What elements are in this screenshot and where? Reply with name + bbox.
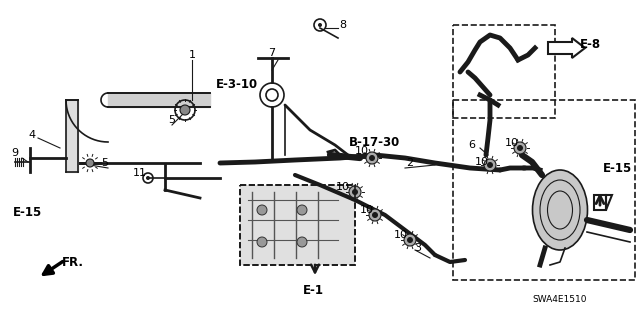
Circle shape xyxy=(407,237,413,243)
Polygon shape xyxy=(548,38,585,58)
Text: 4: 4 xyxy=(28,130,36,140)
Bar xyxy=(453,100,635,280)
Text: FR.: FR. xyxy=(62,256,84,270)
Circle shape xyxy=(257,205,267,215)
Ellipse shape xyxy=(532,170,588,250)
Text: 6: 6 xyxy=(468,140,476,150)
Text: 10: 10 xyxy=(505,138,519,148)
Circle shape xyxy=(297,205,307,215)
Text: 5: 5 xyxy=(168,115,175,125)
Text: 10: 10 xyxy=(360,205,374,215)
Text: 8: 8 xyxy=(339,20,347,30)
Bar xyxy=(240,185,355,265)
Text: E-8: E-8 xyxy=(579,39,600,51)
Text: 2: 2 xyxy=(406,158,413,168)
Circle shape xyxy=(487,162,493,168)
Text: 7: 7 xyxy=(268,48,276,58)
Text: 10: 10 xyxy=(475,157,489,167)
Circle shape xyxy=(514,142,526,154)
Text: E-15: E-15 xyxy=(13,205,43,219)
Circle shape xyxy=(146,176,150,180)
Text: SWA4E1510: SWA4E1510 xyxy=(532,295,588,305)
Circle shape xyxy=(180,105,190,115)
Bar xyxy=(453,25,555,118)
Polygon shape xyxy=(594,195,612,210)
Text: E-1: E-1 xyxy=(303,284,323,296)
Circle shape xyxy=(517,145,523,151)
Circle shape xyxy=(372,212,378,218)
Bar xyxy=(240,185,355,265)
Text: E-3-10: E-3-10 xyxy=(216,78,258,92)
Text: 9: 9 xyxy=(12,148,19,158)
Circle shape xyxy=(318,23,322,27)
Text: 10: 10 xyxy=(394,230,408,240)
Text: 10: 10 xyxy=(355,146,369,156)
Text: B-17-30: B-17-30 xyxy=(349,137,401,150)
Circle shape xyxy=(297,237,307,247)
Text: 11: 11 xyxy=(133,168,147,178)
Circle shape xyxy=(257,237,267,247)
Circle shape xyxy=(404,234,416,246)
Text: E-15: E-15 xyxy=(604,161,632,174)
Circle shape xyxy=(352,189,358,195)
Circle shape xyxy=(369,155,375,161)
Circle shape xyxy=(369,209,381,221)
Circle shape xyxy=(86,159,94,167)
Text: 5: 5 xyxy=(102,158,109,168)
Circle shape xyxy=(366,152,378,164)
Circle shape xyxy=(349,186,361,198)
Circle shape xyxy=(484,159,496,171)
Text: 1: 1 xyxy=(189,50,195,60)
Text: 3: 3 xyxy=(415,243,422,253)
Text: 10: 10 xyxy=(336,182,350,192)
